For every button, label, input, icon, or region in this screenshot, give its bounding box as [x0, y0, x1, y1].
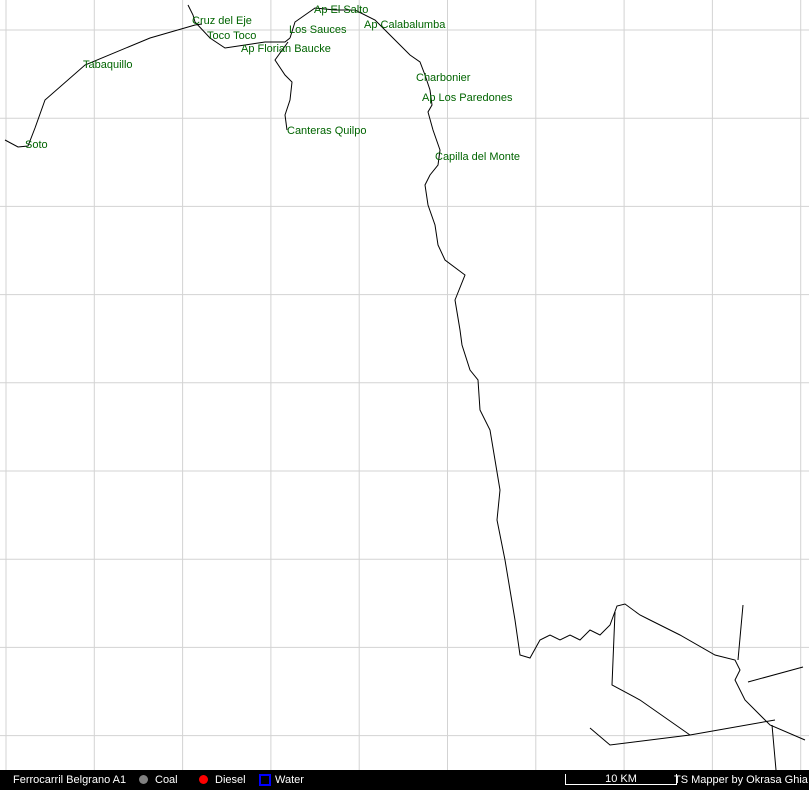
water-legend-icon	[259, 774, 271, 786]
station-label[interactable]: Soto	[25, 139, 48, 151]
track	[274, 41, 293, 131]
legend-water: Water	[275, 774, 304, 786]
station-label[interactable]: Toco Toco	[207, 30, 257, 42]
map-canvas[interactable]	[0, 0, 809, 770]
track	[611, 611, 691, 736]
track	[4, 23, 203, 148]
track	[187, 4, 291, 49]
track	[589, 719, 776, 746]
track	[289, 7, 806, 741]
track	[737, 604, 744, 661]
station-label[interactable]: Los Sauces	[289, 24, 347, 36]
legend-coal: Coal	[155, 774, 178, 786]
station-label[interactable]: Capilla del Monte	[435, 151, 520, 163]
route-name: Ferrocarril Belgrano A1	[13, 774, 127, 786]
station-label[interactable]: Tabaquillo	[83, 59, 133, 71]
coal-legend-icon	[139, 775, 148, 784]
station-label[interactable]: Ap Calabalumba	[364, 19, 446, 31]
station-label[interactable]: Canteras Quilpo	[287, 125, 367, 137]
diesel-legend-icon	[199, 775, 208, 784]
track	[747, 666, 804, 683]
legend-diesel: Diesel	[215, 774, 246, 786]
track	[771, 724, 777, 770]
station-label[interactable]: Ap Los Paredones	[422, 92, 513, 104]
station-label[interactable]: Charbonier	[416, 72, 471, 84]
station-label[interactable]: Ap Florian Baucke	[241, 43, 331, 55]
grid	[0, 0, 809, 770]
station-label[interactable]: Cruz del Eje	[192, 15, 252, 27]
station-label[interactable]: Ap El Salto	[314, 4, 369, 16]
status-bar: Ferrocarril Belgrano A1 Coal Diesel Wate…	[0, 770, 809, 790]
scale-bar: 10 KM	[565, 774, 677, 785]
credit: TS Mapper by Okrasa Ghia	[674, 774, 808, 786]
scale-label: 10 KM	[605, 773, 637, 785]
